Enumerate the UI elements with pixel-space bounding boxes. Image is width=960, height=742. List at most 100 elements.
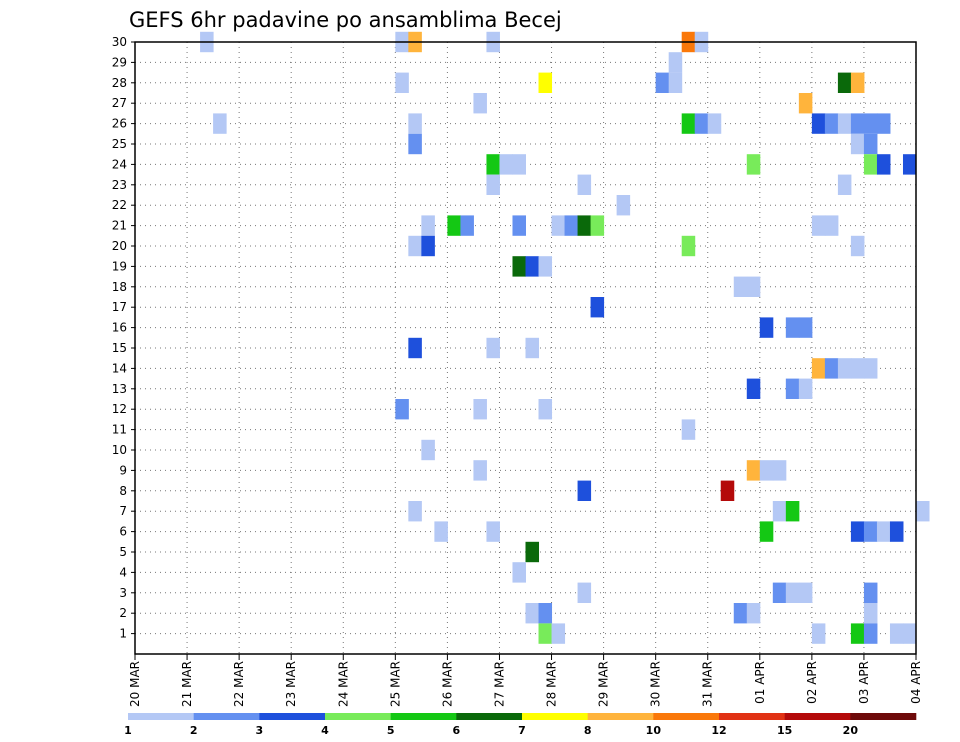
precip-cell: [538, 603, 553, 624]
precip-cell: [525, 337, 540, 359]
precip-cell: [889, 521, 904, 542]
colorbar-label: 15: [777, 724, 792, 737]
colorbar-segment: [128, 713, 194, 720]
precip-cell: [447, 215, 461, 236]
precip-cell: [863, 154, 878, 175]
precip-cell: [512, 562, 526, 583]
y-tick-label: 20: [112, 239, 127, 253]
precip-cell: [213, 113, 227, 134]
precip-cell: [512, 215, 526, 236]
x-tick-label: 23 MAR: [284, 661, 298, 707]
precip-cell: [863, 603, 878, 624]
colorbar-label: 3: [256, 724, 264, 737]
precip-cell: [850, 133, 865, 155]
precip-cell: [460, 215, 474, 236]
precip-cell: [408, 113, 422, 134]
precip-cell: [850, 235, 865, 257]
colorbar-segment: [193, 713, 260, 720]
precip-cell: [421, 215, 435, 236]
precip-cell: [876, 154, 891, 175]
precip-cell: [746, 603, 761, 624]
precip-cell: [421, 439, 435, 461]
precip-cell: [785, 582, 800, 603]
precip-cell: [798, 582, 813, 603]
precip-cell: [759, 460, 774, 481]
y-tick-label: 12: [112, 402, 127, 416]
precip-cell: [850, 72, 865, 93]
precip-cell: [551, 215, 566, 236]
precip-cell: [538, 399, 553, 420]
y-tick-label: 26: [112, 117, 127, 131]
y-tick-label: 23: [112, 178, 127, 192]
x-tick-label: 04 APR: [909, 661, 923, 704]
precip-cell: [837, 358, 852, 379]
y-tick-label: 17: [112, 300, 127, 314]
precip-cell: [785, 317, 800, 338]
precip-cell: [525, 603, 540, 624]
precip-cell: [538, 623, 553, 644]
x-tick-label: 29 MAR: [597, 661, 611, 707]
precip-cell: [486, 337, 500, 359]
precip-cell: [512, 256, 526, 277]
precip-cell: [577, 174, 592, 195]
y-tick-label: 30: [112, 35, 127, 49]
colorbar-segment: [259, 713, 326, 720]
y-tick-label: 2: [119, 606, 127, 620]
precip-cell: [811, 113, 826, 134]
precip-cell: [798, 378, 813, 399]
precip-cell: [590, 215, 605, 236]
precip-cell: [824, 358, 839, 379]
colorbar-segment: [784, 713, 851, 720]
precip-cell: [759, 521, 774, 542]
y-tick-label: 14: [112, 361, 127, 375]
precip-cell: [408, 133, 422, 155]
precip-cell: [902, 154, 917, 175]
colorbar: 1 2 3 4 5 6 7 8 10 12 15 20: [124, 713, 917, 737]
precip-cell: [798, 93, 813, 114]
precip-cell: [811, 358, 826, 379]
precip-cell: [525, 541, 540, 563]
precip-cell: [837, 113, 852, 134]
precip-cell: [486, 521, 500, 542]
y-tick-label: 16: [112, 321, 127, 335]
precip-cell: [863, 113, 878, 134]
chart-title: GEFS 6hr padavine po ansamblima Becej: [129, 8, 562, 32]
precip-cell: [863, 133, 878, 155]
y-tick-label: 6: [119, 525, 127, 539]
precip-cell: [473, 93, 487, 114]
colorbar-segment: [587, 713, 654, 720]
x-tick-label: 28 MAR: [545, 661, 559, 707]
colorbar-label: 1: [124, 724, 132, 737]
precip-cell: [811, 623, 826, 644]
colorbar-segment: [719, 713, 785, 720]
x-tick-label: 22 MAR: [232, 661, 246, 707]
colorbar-segment: [850, 713, 917, 720]
precip-cell: [434, 521, 448, 542]
precip-cell: [421, 235, 435, 257]
precip-cell: [772, 501, 787, 522]
colorbar-segment: [653, 713, 720, 720]
precip-cell: [785, 501, 800, 522]
precip-cell: [863, 358, 878, 379]
y-tick-label: 18: [112, 280, 127, 294]
colorbar-label: 12: [711, 724, 726, 737]
y-tick-label: 1: [119, 627, 127, 641]
y-tick-label: 27: [112, 96, 127, 110]
precip-cell: [733, 603, 748, 624]
precip-cell: [772, 582, 787, 603]
precip-cell: [395, 399, 409, 420]
precip-cell: [837, 72, 852, 93]
x-tick-label: 21 MAR: [180, 661, 194, 707]
precip-cell: [850, 521, 865, 542]
precip-cell: [473, 460, 487, 481]
colorbar-label: 7: [518, 724, 526, 737]
x-tick-label: 26 MAR: [440, 661, 454, 707]
x-tick-label: 02 APR: [805, 661, 819, 704]
precip-cell: [408, 501, 422, 522]
x-tick-label: 25 MAR: [388, 661, 402, 707]
precip-cell: [577, 582, 592, 603]
precip-cell: [681, 419, 696, 440]
y-tick-label: 4: [119, 565, 127, 579]
precip-cell: [707, 113, 722, 134]
x-tick-label: 31 MAR: [701, 661, 715, 707]
